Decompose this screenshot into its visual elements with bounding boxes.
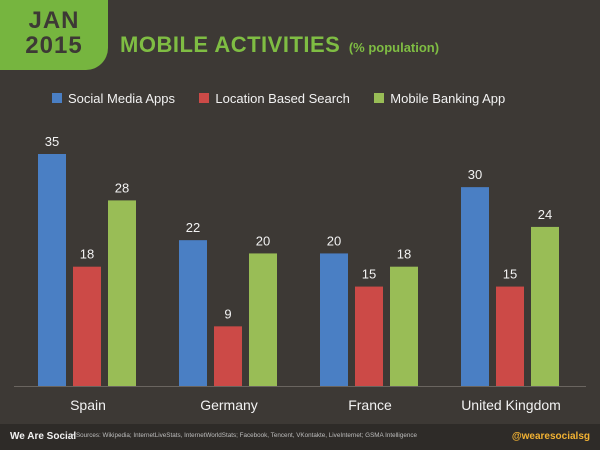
x-tick-label: Germany xyxy=(200,397,258,413)
legend-item-social-media-apps: Social Media Apps xyxy=(52,91,175,106)
bar-united-kingdom-series-2 xyxy=(531,226,559,386)
data-label: 24 xyxy=(538,207,552,222)
bar-united-kingdom-series-1 xyxy=(496,286,524,386)
x-tick-label: France xyxy=(348,397,392,413)
data-label: 15 xyxy=(362,267,376,282)
legend-label: Mobile Banking App xyxy=(390,91,506,106)
bar-france-series-0 xyxy=(320,253,348,386)
data-label: 9 xyxy=(224,306,231,321)
bar-france-series-1 xyxy=(355,286,383,386)
footer: We Are Social • Sources: Wikipedia; Inte… xyxy=(0,424,600,450)
legend-swatch-banking xyxy=(374,93,385,103)
data-label: 20 xyxy=(327,233,341,248)
data-label: 15 xyxy=(503,267,517,282)
legend-label: Social Media Apps xyxy=(68,91,175,106)
data-label: 28 xyxy=(115,180,129,195)
bar-germany-series-2 xyxy=(249,253,277,386)
legend-label: Location Based Search xyxy=(215,91,350,106)
data-label: 20 xyxy=(256,233,270,248)
legend-item-location-based-search: Location Based Search xyxy=(199,91,350,106)
chart-legend: Social Media Apps Location Based Search … xyxy=(52,90,525,108)
footer-brand: We Are Social xyxy=(10,431,77,442)
data-label: 18 xyxy=(80,247,94,262)
bar-germany-series-1 xyxy=(214,326,242,386)
data-label: 18 xyxy=(397,247,411,262)
x-tick-label: United Kingdom xyxy=(461,397,561,413)
bar-spain-series-1 xyxy=(73,266,101,386)
bar-germany-series-0 xyxy=(179,240,207,386)
legend-swatch-social xyxy=(52,93,62,103)
chart-title: MOBILE ACTIVITIES xyxy=(120,32,341,57)
data-label: 22 xyxy=(186,220,200,235)
bar-spain-series-2 xyxy=(108,200,136,386)
legend-swatch-location xyxy=(199,93,210,103)
legend-item-mobile-banking-app: Mobile Banking App xyxy=(374,91,505,106)
bar-france-series-2 xyxy=(390,266,418,386)
x-tick-label: Spain xyxy=(70,397,106,413)
chart-subtitle: (% population) xyxy=(348,40,440,55)
date-month: JAN xyxy=(28,7,80,34)
footer-sources: • Sources: Wikipedia; InternetLiveStats,… xyxy=(72,432,417,439)
data-label: 35 xyxy=(45,134,59,149)
bar-united-kingdom-series-0 xyxy=(461,187,489,386)
data-label: 30 xyxy=(468,167,482,182)
date-year: 2015 xyxy=(25,32,83,59)
chart-title-row: MOBILE ACTIVITIES (% population) xyxy=(120,32,439,58)
footer-handle: @wearesocialsg xyxy=(511,431,590,442)
date-badge: JAN 2015 xyxy=(0,0,108,70)
bar-spain-series-0 xyxy=(38,154,66,386)
